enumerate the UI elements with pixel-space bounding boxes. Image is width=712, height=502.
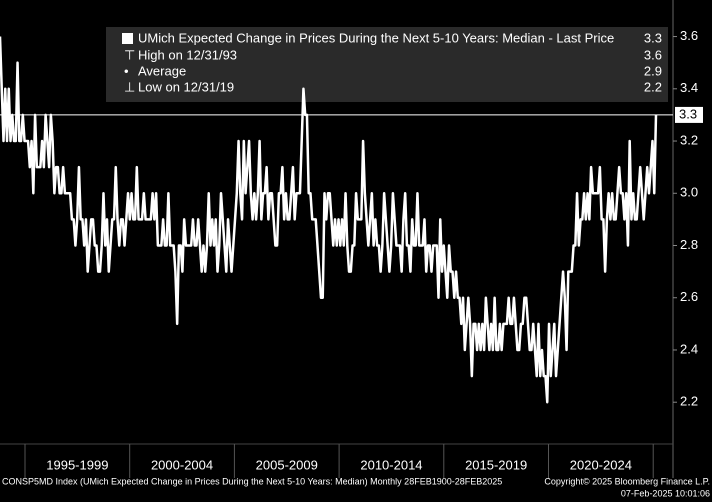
y-tick-label: 3.0 (680, 185, 698, 200)
legend-box (106, 27, 668, 102)
legend-icon: ⊤ (124, 47, 135, 62)
x-band-label: 2020-2024 (570, 457, 632, 472)
x-band-label: 2015-2019 (465, 457, 527, 472)
legend-stat-label: High on 12/31/93 (138, 47, 237, 62)
footer-left: CONSP5MD Index (UMich Expected Change in… (2, 476, 502, 486)
legend-stat-value: 3.6 (644, 47, 662, 62)
legend-stat-label: Low on 12/31/19 (138, 79, 234, 94)
legend-swatch (122, 33, 133, 44)
x-band-label: 2000-2004 (151, 457, 213, 472)
y-tick-label: 2.8 (680, 237, 698, 252)
legend-icon: ⊥ (124, 79, 135, 94)
x-band-label: 1995-1999 (46, 457, 108, 472)
y-tick-label: 2.2 (680, 394, 698, 409)
x-band-label: 2010-2014 (360, 457, 422, 472)
legend-stat-label: Average (138, 63, 186, 78)
y-tick-label: 3.4 (680, 80, 698, 95)
y-tick-label: 3.2 (680, 132, 698, 147)
footer-right: Copyright© 2025 Bloomberg Finance L.P. (544, 476, 710, 486)
y-tick-label: 3.6 (680, 28, 698, 43)
legend-stat-value: 2.9 (644, 63, 662, 78)
x-band-label: 2005-2009 (256, 457, 318, 472)
last-price-box (675, 106, 703, 123)
legend-title: UMich Expected Change in Prices During t… (138, 30, 614, 45)
y-tick-label: 2.6 (680, 289, 698, 304)
legend-icon: • (124, 63, 129, 78)
timestamp: 07-Feb-2025 10:01:06 (621, 488, 710, 498)
data-line (0, 36, 658, 404)
last-price-label: 3.3 (679, 106, 697, 121)
legend-last: 3.3 (644, 30, 662, 45)
legend-stat-value: 2.2 (644, 79, 662, 94)
y-tick-label: 2.4 (680, 341, 698, 356)
